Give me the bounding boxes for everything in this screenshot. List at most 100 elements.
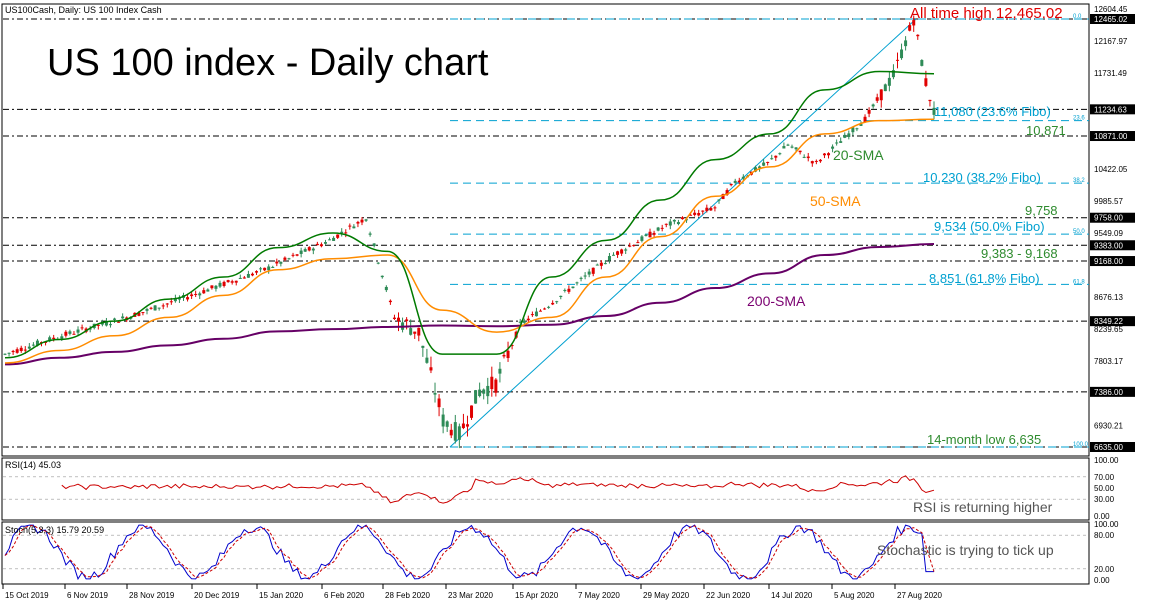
- price-tick-label: 9549.09: [1094, 229, 1123, 238]
- candle-body: [741, 176, 745, 179]
- candle-body: [847, 133, 851, 137]
- candle-body: [19, 347, 23, 352]
- candle-body: [916, 34, 920, 37]
- price-level-label: 7386.00: [1094, 388, 1123, 397]
- fib-23-annotation: 11,080 (23.6% Fibo): [934, 104, 1051, 119]
- candle-body: [644, 234, 648, 236]
- candle-body: [510, 345, 514, 347]
- candle-body: [664, 223, 668, 225]
- candle-body: [543, 308, 547, 310]
- candle-body: [218, 282, 222, 287]
- candle-body: [202, 290, 206, 294]
- level-10871-annotation: 10,871: [1026, 123, 1066, 138]
- candle-body: [445, 421, 449, 427]
- candlesticks: [3, 15, 936, 449]
- candle-body: [827, 153, 831, 156]
- candle-body: [348, 225, 352, 227]
- fib-pct-tag: 23.6: [1073, 116, 1085, 122]
- candle-body: [591, 267, 595, 274]
- candle-body: [920, 60, 924, 66]
- candle-body: [843, 134, 847, 138]
- candle-body: [137, 312, 141, 316]
- candle-body: [121, 316, 125, 319]
- candle-body: [259, 268, 263, 270]
- candle-body: [275, 261, 279, 264]
- candle-body: [470, 405, 474, 418]
- candle-body: [498, 368, 502, 374]
- price-tick-label: 6930.21: [1094, 421, 1123, 430]
- candle-body: [194, 293, 198, 295]
- candle-body: [883, 84, 887, 92]
- candle-body: [60, 336, 64, 339]
- date-tick-label: 29 May 2020: [643, 591, 690, 600]
- candle-body: [319, 244, 323, 247]
- candle-body: [323, 242, 327, 244]
- sma20-annotation: 20-SMA: [833, 147, 884, 163]
- candle-body: [76, 329, 80, 333]
- candle-body: [636, 242, 640, 244]
- price-level-box: [1090, 14, 1135, 24]
- candle-body: [660, 227, 664, 229]
- candle-body: [506, 350, 510, 359]
- candle-body: [405, 319, 409, 322]
- candle-body: [340, 231, 344, 234]
- candle-body: [851, 127, 855, 133]
- date-tick-label: 6 Nov 2019: [67, 591, 108, 600]
- candle-body: [190, 294, 194, 297]
- date-tick-label: 23 Mar 2020: [448, 591, 493, 600]
- candle-body: [774, 155, 778, 158]
- candle-body: [255, 271, 259, 273]
- rsi-line: [61, 475, 935, 504]
- low-annotation: 14-month low 6,635: [927, 432, 1041, 447]
- candle-body: [762, 162, 766, 166]
- candle-body: [486, 385, 490, 397]
- price-level-label: 9383.00: [1094, 241, 1123, 250]
- candle-body: [912, 20, 916, 26]
- candle-body: [766, 161, 770, 163]
- candle-body: [758, 166, 762, 168]
- candle-body: [555, 301, 559, 303]
- candle-body: [863, 116, 867, 123]
- candle-body: [267, 266, 271, 271]
- price-level-box: [1090, 386, 1135, 397]
- candle-body: [315, 243, 319, 246]
- fib-50-annotation: 9,534 (50.0% Fibo): [934, 219, 1045, 234]
- candle-body: [27, 346, 31, 349]
- candle-body: [186, 297, 190, 300]
- candle-body: [575, 282, 579, 284]
- price-level-label: 8349.22: [1094, 317, 1123, 326]
- candle-body: [360, 219, 364, 223]
- price-level-box: [1090, 240, 1135, 251]
- candle-body: [778, 153, 782, 155]
- candle-body: [891, 70, 895, 78]
- candle-body: [924, 78, 928, 86]
- price-tick-label: 8676.13: [1094, 293, 1123, 302]
- candle-body: [551, 302, 555, 305]
- rsi-lines: [3, 475, 1089, 504]
- candle-body: [15, 349, 19, 353]
- price-level-box: [1090, 104, 1135, 115]
- date-tick-label: 28 Feb 2020: [385, 591, 430, 600]
- candle-body: [287, 258, 291, 260]
- candle-body: [526, 318, 530, 321]
- stoch-note: Stochastic is trying to tick up: [877, 542, 1054, 558]
- candle-body: [689, 214, 693, 216]
- candle-body: [68, 331, 72, 334]
- candle-body: [530, 314, 534, 316]
- candle-body: [502, 354, 506, 357]
- rsi-tick-label: 50.00: [1094, 484, 1115, 493]
- candle-body: [616, 251, 620, 255]
- candle-body: [737, 180, 741, 183]
- candle-body: [157, 307, 161, 309]
- candle-body: [44, 341, 48, 343]
- rsi-tick-label: 100.00: [1094, 456, 1119, 465]
- price-level-label: 9168.00: [1094, 257, 1123, 266]
- candle-body: [624, 249, 628, 251]
- candle-body: [198, 293, 202, 296]
- candle-body: [599, 262, 603, 266]
- candle-body: [620, 249, 624, 254]
- fib-61-annotation: 8,851 (61.8% Fibo): [929, 271, 1040, 286]
- price-tick-label: 9985.57: [1094, 197, 1123, 206]
- price-tick-label: 12604.45: [1094, 5, 1128, 14]
- candle-body: [234, 280, 238, 283]
